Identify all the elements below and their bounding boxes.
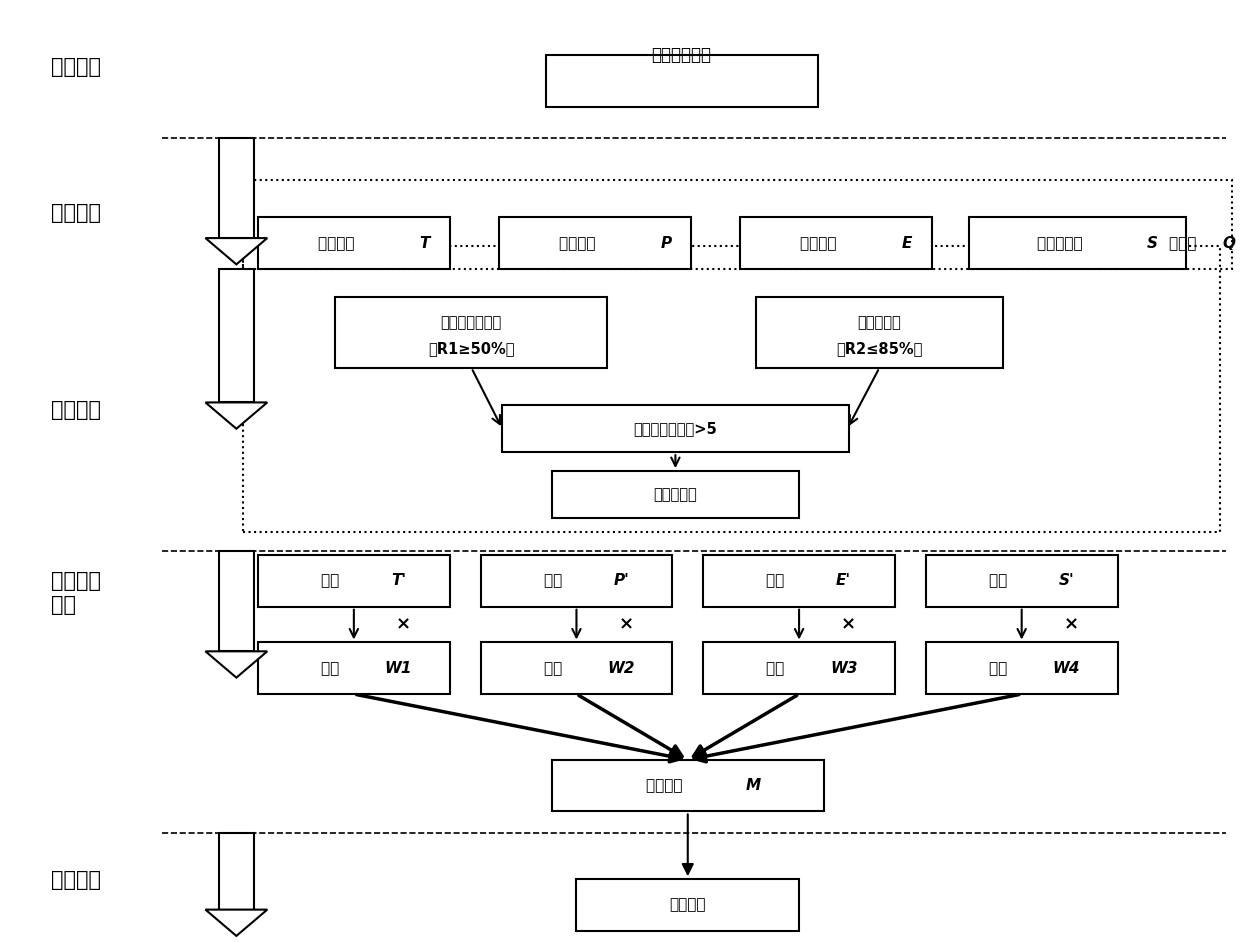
Text: S: S — [1147, 236, 1158, 251]
Text: （R1≥50%）: （R1≥50%） — [428, 341, 515, 356]
Bar — [219, 833, 254, 910]
Text: 主成分分析: 主成分分析 — [653, 487, 697, 502]
Text: ×: × — [396, 615, 410, 634]
FancyBboxPatch shape — [703, 642, 895, 694]
Text: ×: × — [1064, 615, 1079, 634]
Text: S': S' — [1059, 574, 1074, 589]
Text: 权重: 权重 — [321, 660, 350, 675]
Polygon shape — [206, 651, 268, 677]
FancyBboxPatch shape — [740, 218, 932, 269]
Text: P: P — [661, 236, 672, 251]
Text: T: T — [419, 236, 430, 251]
Text: （R2≤85%）: （R2≤85%） — [836, 341, 923, 356]
Text: W4: W4 — [1053, 660, 1080, 675]
Text: 特征集: 特征集 — [1169, 236, 1208, 251]
FancyBboxPatch shape — [926, 642, 1117, 694]
FancyBboxPatch shape — [502, 405, 848, 452]
Polygon shape — [206, 910, 268, 936]
Text: 某一维参数格式>5: 某一维参数格式>5 — [634, 421, 717, 436]
Text: 故障诊断: 故障诊断 — [670, 898, 706, 913]
Text: W1: W1 — [384, 660, 412, 675]
Text: 单特征故障分类: 单特征故障分类 — [440, 316, 502, 331]
Text: 信号采集: 信号采集 — [51, 57, 100, 77]
FancyBboxPatch shape — [335, 298, 608, 367]
FancyBboxPatch shape — [577, 879, 799, 931]
FancyBboxPatch shape — [258, 642, 450, 694]
FancyBboxPatch shape — [756, 298, 1003, 367]
Bar — [219, 551, 254, 651]
Text: 时域特征: 时域特征 — [317, 236, 365, 251]
FancyBboxPatch shape — [258, 555, 450, 607]
Text: ×: × — [619, 615, 634, 634]
FancyBboxPatch shape — [552, 760, 823, 811]
Text: W2: W2 — [608, 660, 635, 675]
Polygon shape — [206, 402, 268, 429]
Text: ×: × — [841, 615, 856, 634]
Text: 特征: 特征 — [766, 574, 795, 589]
Text: P': P' — [614, 574, 630, 589]
Text: 模式识别: 模式识别 — [51, 869, 100, 889]
Text: M: M — [746, 778, 761, 793]
Text: 加权特征
融合: 加权特征 融合 — [51, 572, 100, 615]
Text: 特征提取: 特征提取 — [51, 203, 100, 222]
Text: 权重: 权重 — [988, 660, 1018, 675]
Bar — [219, 138, 254, 238]
FancyBboxPatch shape — [703, 555, 895, 607]
Text: 原始振动数据: 原始振动数据 — [651, 46, 712, 64]
Text: T': T' — [391, 574, 405, 589]
Text: 特征: 特征 — [988, 574, 1018, 589]
FancyBboxPatch shape — [258, 218, 450, 269]
Text: 频域特征: 频域特征 — [559, 236, 606, 251]
Text: 相关性分析: 相关性分析 — [858, 316, 901, 331]
Text: E': E' — [836, 574, 851, 589]
Text: W3: W3 — [830, 660, 858, 675]
Text: 特征降维: 特征降维 — [51, 400, 100, 420]
Text: E: E — [901, 236, 913, 251]
Text: Q: Q — [1223, 236, 1235, 251]
Text: 特征: 特征 — [321, 574, 350, 589]
Text: 能量特征: 能量特征 — [800, 236, 847, 251]
FancyBboxPatch shape — [500, 218, 691, 269]
FancyBboxPatch shape — [552, 471, 799, 518]
Text: 融合特征: 融合特征 — [646, 778, 693, 793]
FancyBboxPatch shape — [481, 555, 672, 607]
Polygon shape — [206, 238, 268, 265]
FancyBboxPatch shape — [481, 642, 672, 694]
Text: 信息熵特征: 信息熵特征 — [1037, 236, 1092, 251]
FancyBboxPatch shape — [546, 56, 817, 107]
Text: 特征: 特征 — [543, 574, 573, 589]
Text: 权重: 权重 — [543, 660, 573, 675]
FancyBboxPatch shape — [926, 555, 1117, 607]
FancyBboxPatch shape — [970, 218, 1185, 269]
Bar — [219, 269, 254, 402]
Text: 权重: 权重 — [766, 660, 795, 675]
